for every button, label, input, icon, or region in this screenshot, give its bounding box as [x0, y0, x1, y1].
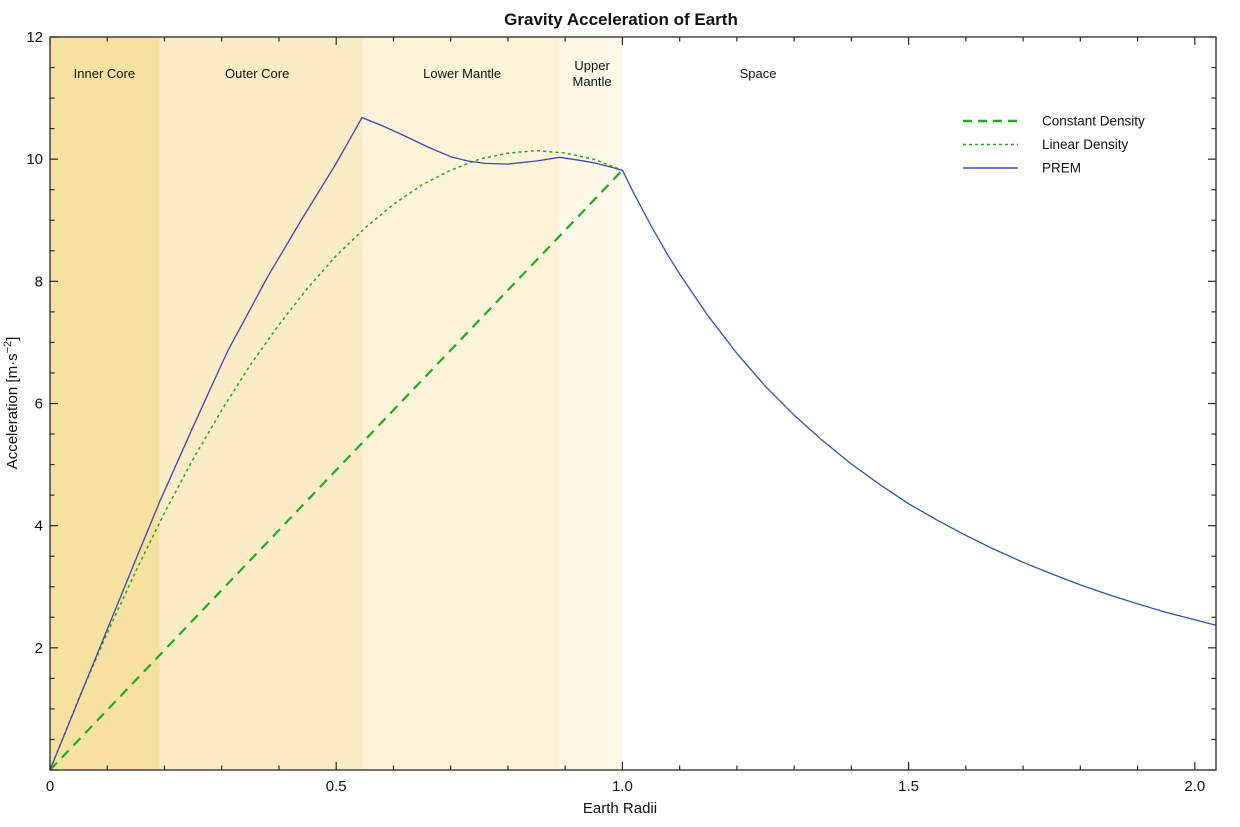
y-axis-label-superscript: −2: [2, 341, 14, 354]
region-label-lower-mantle: Lower Mantle: [423, 66, 501, 81]
y-axis-label-close: ]: [4, 337, 21, 341]
axis-tick-labels: 0 0.5 1.0 1.5 2.0 2 4 6 8 10 12: [26, 29, 1205, 795]
region-band-lower-mantle: [362, 37, 560, 770]
region-band-inner-core: [50, 37, 160, 770]
y-tick-label-6: 6: [35, 396, 43, 413]
y-axis-label-base: Acceleration [m·s: [4, 353, 21, 469]
region-bands: [50, 37, 1216, 770]
series-prem-above-surface: [621, 169, 1217, 626]
y-tick-label-12: 12: [26, 29, 43, 46]
axis-ticks: [49, 36, 1216, 771]
series-linear-density: [49, 149, 623, 771]
chart-title: Gravity Acceleration of Earth: [504, 10, 738, 29]
region-band-space: [622, 37, 1216, 770]
y-tick-label-2: 2: [35, 640, 43, 657]
x-tick-label-0-5: 0.5: [326, 778, 347, 795]
x-tick-label-0: 0: [46, 778, 54, 795]
legend-label-prem: PREM: [1042, 161, 1081, 176]
data-curves: [49, 116, 1217, 771]
region-labels: Inner Core Outer Core Lower Mantle UpperMan…: [74, 58, 777, 89]
region-band-outer-core: [159, 37, 363, 770]
region-label-inner-core: Inner Core: [74, 66, 135, 81]
region-label-upper-mantle: Mantle: [573, 74, 612, 89]
series-constant-density: [49, 169, 624, 771]
region-label-outer-core: Outer Core: [225, 66, 289, 81]
x-tick-label-1-5: 1.5: [898, 778, 919, 795]
x-axis-label: Earth Radii: [583, 800, 657, 817]
x-tick-label-1-0: 1.0: [612, 778, 633, 795]
region-label-upper-mantle: Upper: [574, 58, 610, 73]
x-tick-label-2-0: 2.0: [1184, 778, 1205, 795]
series-prem: [49, 116, 623, 771]
y-tick-label-8: 8: [35, 273, 43, 290]
y-tick-label-4: 4: [35, 518, 43, 535]
legend-label-constant-density: Constant Density: [1042, 114, 1145, 129]
legend-label-linear-density: Linear Density: [1042, 137, 1129, 152]
region-band-upper-mantle: [559, 37, 623, 770]
y-tick-label-10: 10: [26, 151, 43, 168]
region-label-space: Space: [740, 66, 777, 81]
y-axis-label: Acceleration [m·s−2]: [2, 337, 21, 470]
legend: Constant Density Linear Density PREM: [963, 114, 1145, 176]
